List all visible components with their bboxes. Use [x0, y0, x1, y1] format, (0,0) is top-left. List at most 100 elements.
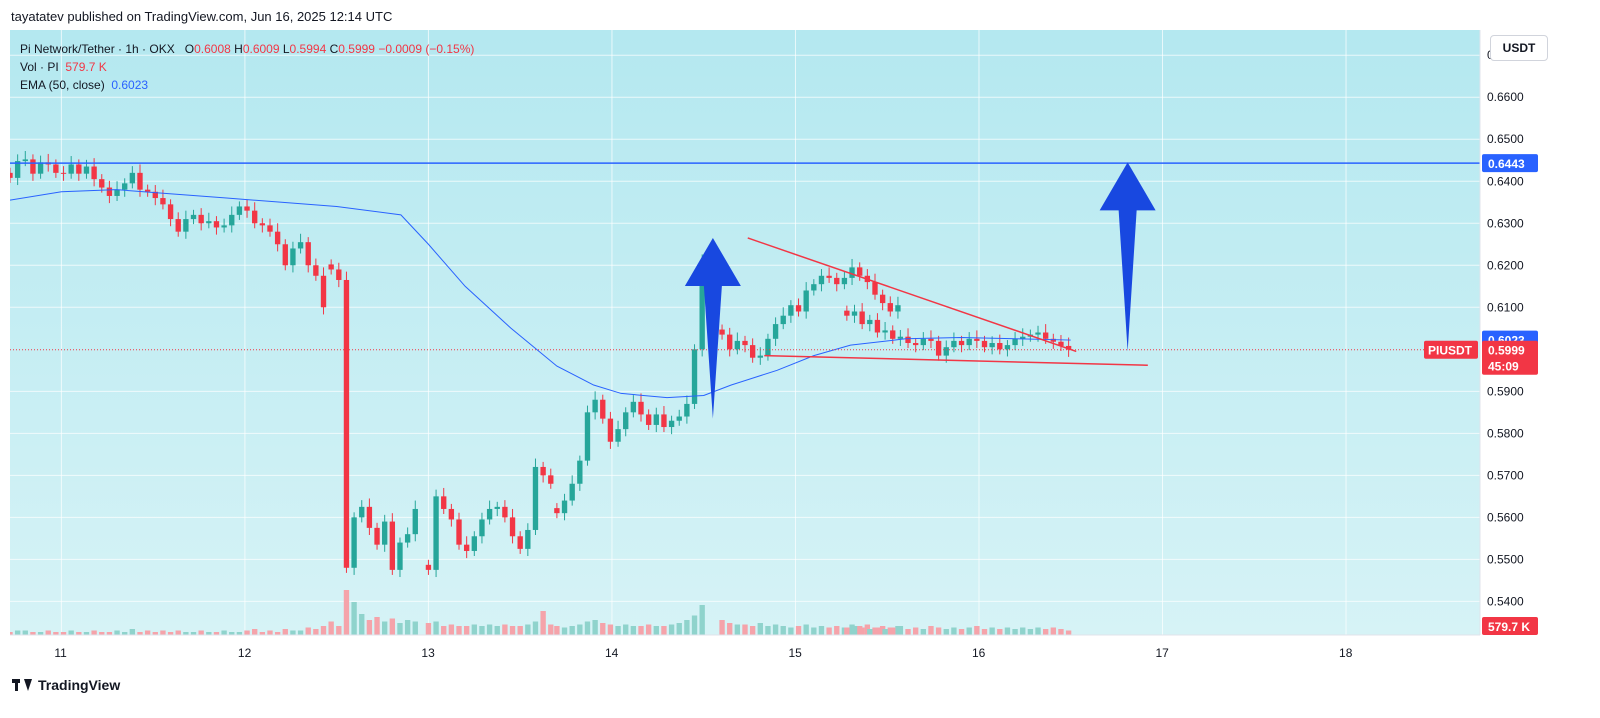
candle-body [1065, 345, 1072, 350]
volume-bar [494, 626, 500, 635]
volume-bar [795, 626, 802, 635]
volume-bar [661, 626, 667, 635]
candle-body [951, 340, 957, 348]
volume-bar [160, 630, 166, 635]
volume-bar [433, 621, 439, 635]
candle-body [456, 519, 462, 545]
volume-label[interactable]: Vol · PI [20, 60, 59, 74]
volume-bar [83, 632, 90, 635]
candle-body [336, 269, 342, 280]
candle-body [818, 275, 825, 285]
candle-body [811, 284, 817, 291]
time-axis[interactable]: 11 12 13 14 15 16 17 18 [10, 634, 1480, 660]
candle-body [645, 414, 652, 425]
volume-bar [989, 627, 995, 635]
price-tick-label: 0.6400 [1487, 174, 1524, 188]
symbol-label[interactable]: Pi Network/Tether · 1h · OKX [20, 42, 175, 56]
tradingview-icon [12, 679, 32, 691]
price-tick-label: 0.5900 [1487, 384, 1524, 398]
volume-bar [336, 626, 342, 635]
up-arrow-icon [684, 237, 741, 419]
volume-row: Vol · PI 579.7 K [20, 58, 474, 76]
time-tick-label: 15 [788, 646, 802, 660]
time-tick-label: 13 [421, 646, 435, 660]
candle-body [905, 336, 911, 344]
candle-body [548, 475, 554, 484]
candle-body [412, 508, 418, 535]
volume-bar [788, 627, 794, 635]
currency-button[interactable]: USDT [1490, 35, 1548, 61]
volume-bar [389, 618, 396, 635]
ema-label[interactable]: EMA (50, close) [20, 78, 105, 92]
candle-body [668, 420, 675, 428]
volume-bar [757, 623, 763, 635]
volume-bar [920, 629, 926, 635]
candle-body [167, 204, 174, 220]
volume-bar [343, 590, 350, 635]
candle-body [989, 343, 995, 348]
tradingview-logo[interactable]: TradingView [12, 677, 120, 693]
volume-bar [502, 624, 508, 635]
volume-bar [252, 629, 258, 635]
volume-bar [122, 632, 128, 635]
candle-body [206, 221, 212, 224]
candle-body [433, 496, 439, 570]
candle-body [742, 340, 748, 346]
volume-bar [772, 624, 779, 635]
candle-body [727, 334, 733, 350]
volume-bar [236, 632, 243, 635]
volume-bar [532, 621, 539, 635]
candle-body [1012, 338, 1018, 346]
volume-bar [313, 629, 319, 635]
candle-body [826, 275, 832, 278]
volume-bar [928, 626, 934, 635]
last-price-badge-text: 0.5999 [1488, 344, 1525, 358]
volume-bar [229, 632, 235, 635]
close-label: C [329, 42, 339, 56]
candle-body [895, 305, 901, 312]
volume-bar [37, 632, 44, 635]
candle-body [997, 343, 1003, 350]
volume-bar [114, 630, 120, 635]
candle-body [10, 172, 13, 178]
plot-background [10, 30, 1480, 635]
volume-bar [897, 626, 904, 635]
candle-body [198, 214, 204, 224]
candle-body [757, 355, 763, 358]
volume-bar [719, 620, 725, 635]
candle-body [282, 244, 288, 266]
candle-body [859, 311, 865, 325]
price-tick-label: 0.6600 [1487, 90, 1524, 104]
volume-bar [981, 629, 988, 635]
candle-body [935, 340, 942, 356]
chart-frame[interactable]: 0.67000.66000.65000.64000.63000.62000.61… [10, 30, 1590, 678]
high-value: 0.6009 [242, 42, 280, 56]
volume-bar [684, 620, 690, 635]
volume-bar [351, 602, 357, 635]
volume-bar [935, 627, 942, 635]
volume-bar [290, 630, 296, 635]
volume-bar [183, 632, 189, 635]
triangle-edge [747, 237, 1077, 353]
volume-bar [1020, 627, 1026, 635]
volume-bar [867, 629, 873, 635]
volume-bar [509, 626, 516, 635]
volume-bar [190, 632, 197, 635]
volume-bar [826, 627, 832, 635]
candle-body [290, 248, 296, 266]
time-tick-label: 14 [605, 646, 619, 660]
volume-bar [14, 630, 21, 635]
candle-body [320, 275, 327, 308]
volume-bar [584, 621, 591, 635]
volume-bar [441, 626, 447, 635]
volume-bar [1027, 629, 1034, 635]
volume-bar [958, 629, 965, 635]
candle-body [577, 460, 583, 484]
volume-bar [630, 626, 637, 635]
candle-body [160, 198, 166, 205]
volume-bar [10, 632, 13, 635]
price-tick-label: 0.6300 [1487, 216, 1524, 230]
price-chart[interactable]: 0.67000.66000.65000.64000.63000.62000.61… [10, 30, 1590, 678]
candle-body [366, 506, 373, 528]
candle-body [229, 214, 235, 226]
